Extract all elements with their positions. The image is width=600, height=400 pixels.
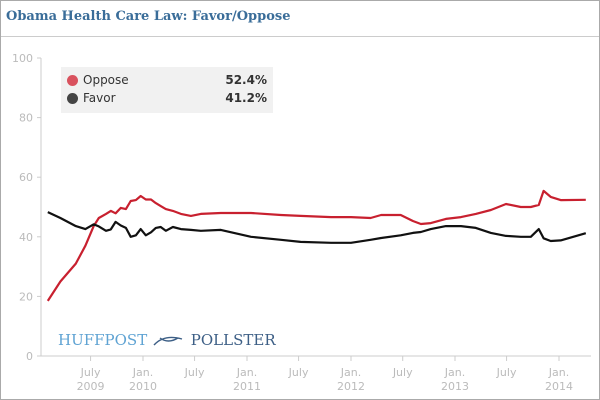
x-tick-year-label: 2013 — [441, 380, 469, 393]
pollster-swoosh-icon — [153, 336, 183, 346]
header-divider — [1, 36, 599, 37]
y-tick-label: 20 — [19, 290, 33, 303]
x-tick-year-label: 2012 — [337, 380, 365, 393]
x-tick-label: July — [496, 366, 517, 379]
legend-item-oppose: Oppose 52.4% — [67, 73, 267, 89]
x-tick-year-label: 2009 — [77, 380, 105, 393]
huffpost-pollster-logo: HUFFPOST POLLSTER — [58, 331, 276, 349]
chart-title: Obama Health Care Law: Favor/Oppose — [6, 9, 291, 24]
x-tick-label: Jan. — [444, 366, 465, 379]
x-tick-label: Jan. — [548, 366, 569, 379]
x-tick-label: July — [80, 366, 101, 379]
y-tick-label: 60 — [19, 171, 33, 184]
series-line-favor — [47, 211, 587, 244]
y-tick-label: 0 — [26, 350, 33, 363]
legend: Oppose 52.4% Favor 41.2% — [61, 67, 273, 113]
y-tick-label: 80 — [19, 112, 33, 125]
legend-label: Oppose — [83, 73, 129, 87]
x-tick-label: Jan. — [132, 366, 153, 379]
legend-value: 52.4% — [225, 73, 267, 87]
series-line-oppose — [46, 189, 586, 302]
y-tick-label: 100 — [12, 52, 33, 65]
y-tick-label: 40 — [19, 231, 33, 244]
favor-swatch-icon — [67, 93, 78, 104]
x-tick-label: Jan. — [340, 366, 361, 379]
x-tick-label: July — [288, 366, 309, 379]
x-tick-label: July — [184, 366, 205, 379]
oppose-swatch-icon — [67, 75, 78, 86]
logo-part1: HUFFPOST — [58, 331, 148, 349]
legend-label: Favor — [83, 91, 116, 105]
x-tick-year-label: 2010 — [129, 380, 157, 393]
x-tick-label: Jan. — [236, 366, 257, 379]
legend-item-favor: Favor 41.2% — [67, 91, 267, 107]
legend-value: 41.2% — [225, 91, 267, 105]
x-tick-year-label: 2011 — [233, 380, 261, 393]
x-tick-label: July — [392, 366, 413, 379]
logo-part2: POLLSTER — [190, 331, 276, 349]
x-tick-year-label: 2014 — [545, 380, 573, 393]
